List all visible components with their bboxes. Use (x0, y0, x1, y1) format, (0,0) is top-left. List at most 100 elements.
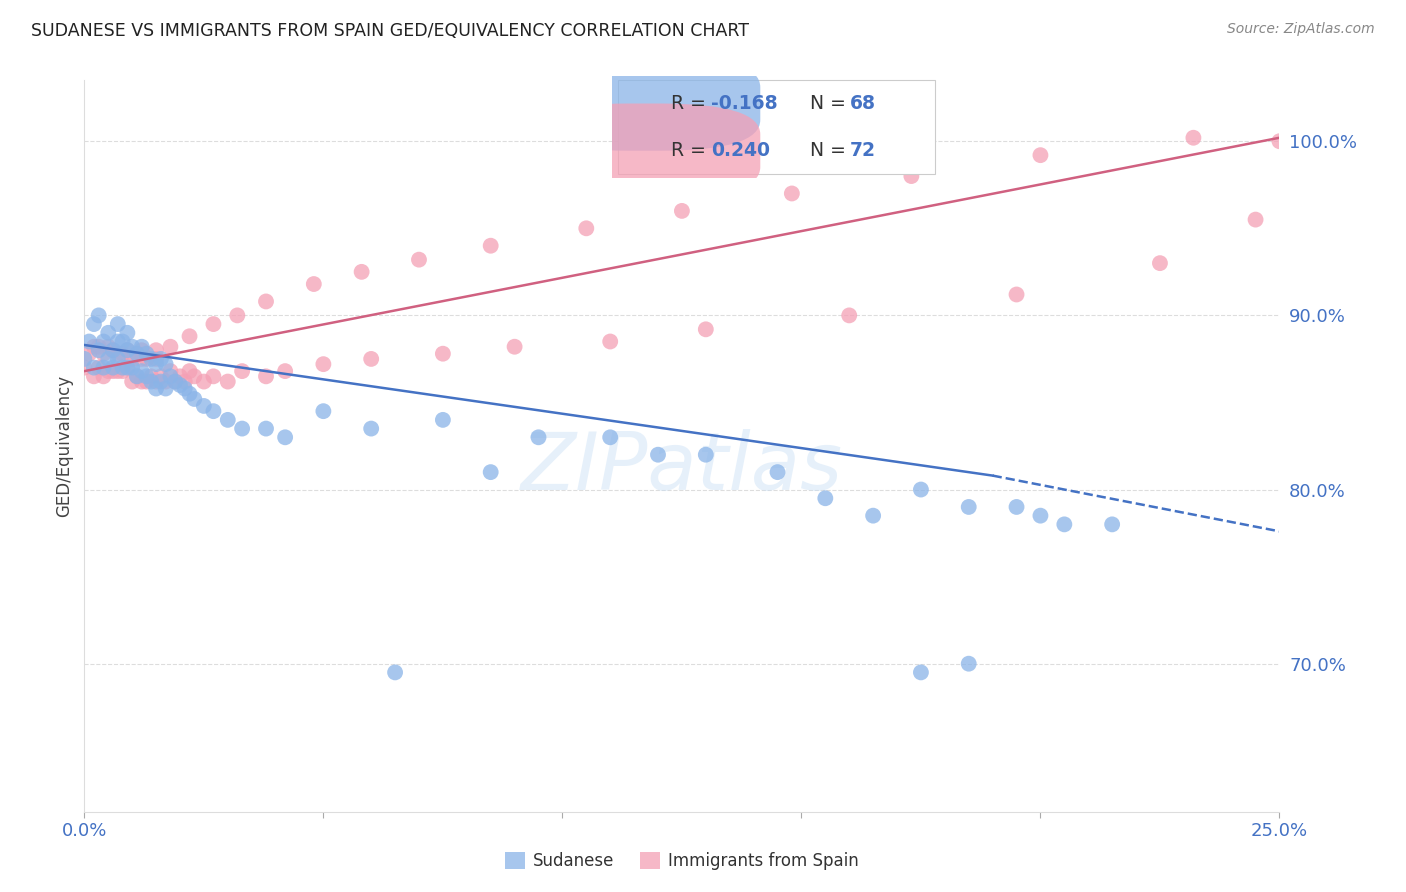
Point (274, 364, 297, 378)
Point (695, 448, 717, 462)
Point (87, 343, 110, 358)
Point (226, 309, 249, 323)
Point (73, 360, 96, 375)
Point (83, 369, 105, 384)
FancyBboxPatch shape (619, 80, 935, 174)
Point (131, 375, 153, 389)
Point (193, 399, 215, 413)
Point (862, 508, 884, 523)
Point (131, 351, 153, 366)
Point (202, 369, 225, 384)
Point (1182, 130, 1205, 145)
Point (179, 364, 201, 378)
Point (202, 404, 225, 418)
Point (111, 360, 134, 375)
Point (101, 360, 124, 375)
Point (254, 421, 277, 435)
Point (87, 360, 110, 375)
Point (169, 378, 191, 392)
Point (83, 340, 105, 354)
Point (125, 369, 148, 384)
Point (575, 221, 598, 235)
Point (159, 369, 181, 384)
Point (231, 364, 253, 378)
Point (432, 413, 454, 427)
Point (149, 375, 172, 389)
Point (111, 364, 134, 378)
Point (107, 317, 129, 331)
Point (125, 369, 148, 384)
Point (360, 421, 382, 435)
Point (93, 334, 115, 349)
Point (173, 382, 195, 396)
Text: ZIPatlas: ZIPatlas (520, 429, 844, 507)
Point (97, 364, 120, 378)
Point (217, 375, 239, 389)
Text: R =: R = (671, 94, 711, 113)
Point (1244, 212, 1267, 227)
Point (766, 465, 789, 479)
Point (910, 483, 932, 497)
Point (165, 375, 187, 389)
Point (125, 347, 148, 361)
Text: 72: 72 (849, 141, 876, 161)
Point (149, 351, 172, 366)
Point (599, 430, 621, 444)
Point (135, 375, 157, 389)
Point (145, 382, 167, 396)
Point (479, 238, 502, 252)
Point (107, 351, 129, 366)
Point (135, 351, 157, 366)
Point (202, 317, 225, 331)
Point (1029, 148, 1052, 162)
Point (695, 322, 717, 336)
Point (97, 340, 120, 354)
Point (155, 357, 177, 371)
FancyBboxPatch shape (529, 103, 761, 198)
Point (159, 364, 181, 378)
Text: N =: N = (810, 141, 852, 161)
Point (503, 340, 526, 354)
Point (350, 265, 373, 279)
Point (93, 360, 115, 375)
Y-axis label: GED/Equivalency: GED/Equivalency (55, 375, 73, 517)
Point (101, 343, 124, 358)
Point (97, 326, 120, 340)
Text: 0.240: 0.240 (710, 141, 769, 161)
Point (312, 404, 335, 418)
Point (131, 343, 153, 358)
Point (384, 665, 406, 680)
Point (107, 364, 129, 378)
Point (432, 347, 454, 361)
Point (117, 326, 139, 340)
Point (141, 369, 163, 384)
Text: N =: N = (810, 94, 852, 113)
Point (814, 491, 837, 506)
Point (107, 347, 129, 361)
Point (838, 309, 860, 323)
Point (957, 657, 980, 671)
Point (155, 382, 177, 396)
Point (121, 375, 143, 389)
Point (117, 360, 139, 375)
Text: R =: R = (671, 141, 711, 161)
Point (117, 343, 139, 358)
Point (302, 277, 325, 291)
Point (101, 343, 124, 358)
Point (179, 329, 201, 343)
Point (1053, 517, 1076, 532)
Point (131, 340, 153, 354)
Point (121, 351, 143, 366)
Point (141, 375, 163, 389)
Point (1005, 500, 1028, 514)
Point (910, 665, 932, 680)
Point (131, 364, 153, 378)
FancyBboxPatch shape (529, 56, 761, 151)
Point (780, 186, 803, 201)
Point (1149, 256, 1171, 270)
Point (312, 357, 335, 371)
Point (145, 343, 167, 358)
Point (145, 357, 167, 371)
Point (111, 347, 134, 361)
Legend: Sudanese, Immigrants from Spain: Sudanese, Immigrants from Spain (498, 845, 866, 877)
